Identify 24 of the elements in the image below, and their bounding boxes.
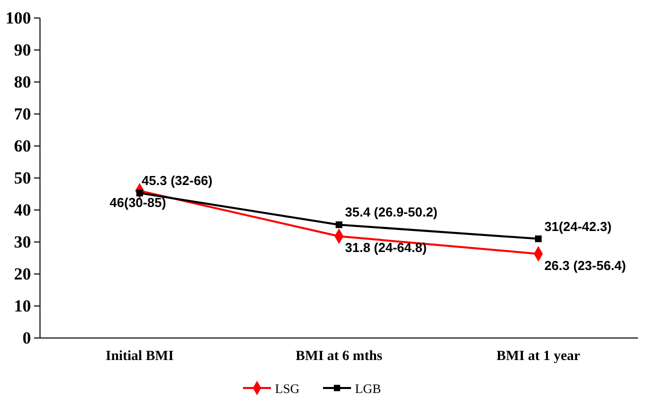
y-tick-label: 0: [22, 328, 31, 348]
data-label: 35.4 (26.9-50.2): [345, 204, 438, 220]
y-tick-label: 20: [14, 264, 31, 284]
y-tick-label: 100: [6, 8, 31, 28]
x-tick-label: BMI at 6 mths: [296, 348, 383, 364]
y-tick-label: 50: [14, 168, 31, 188]
y-tick-label: 30: [14, 232, 31, 252]
y-tick-label: 90: [14, 40, 31, 60]
y-tick-label: 10: [14, 296, 31, 316]
y-tick-label: 80: [14, 72, 31, 92]
legend-label: LGB: [355, 381, 382, 396]
legend-label: LSG: [275, 381, 300, 396]
x-tick-label: BMI at 1 year: [496, 348, 580, 364]
y-tick-label: 40: [14, 200, 31, 220]
data-label: 26.3 (23-56.4): [544, 258, 626, 273]
data-label: 46(30-85): [110, 194, 166, 210]
point: [534, 235, 542, 242]
data-label: 45.3 (32-66): [142, 173, 212, 188]
data-label: 31(24-42.3): [544, 218, 612, 234]
y-tick-label: 70: [14, 104, 31, 124]
point: [336, 221, 342, 228]
x-tick-label: Initial BMI: [106, 348, 174, 364]
data-label: 31.8 (24-64.8): [345, 240, 427, 256]
y-tick-label: 60: [14, 136, 31, 156]
